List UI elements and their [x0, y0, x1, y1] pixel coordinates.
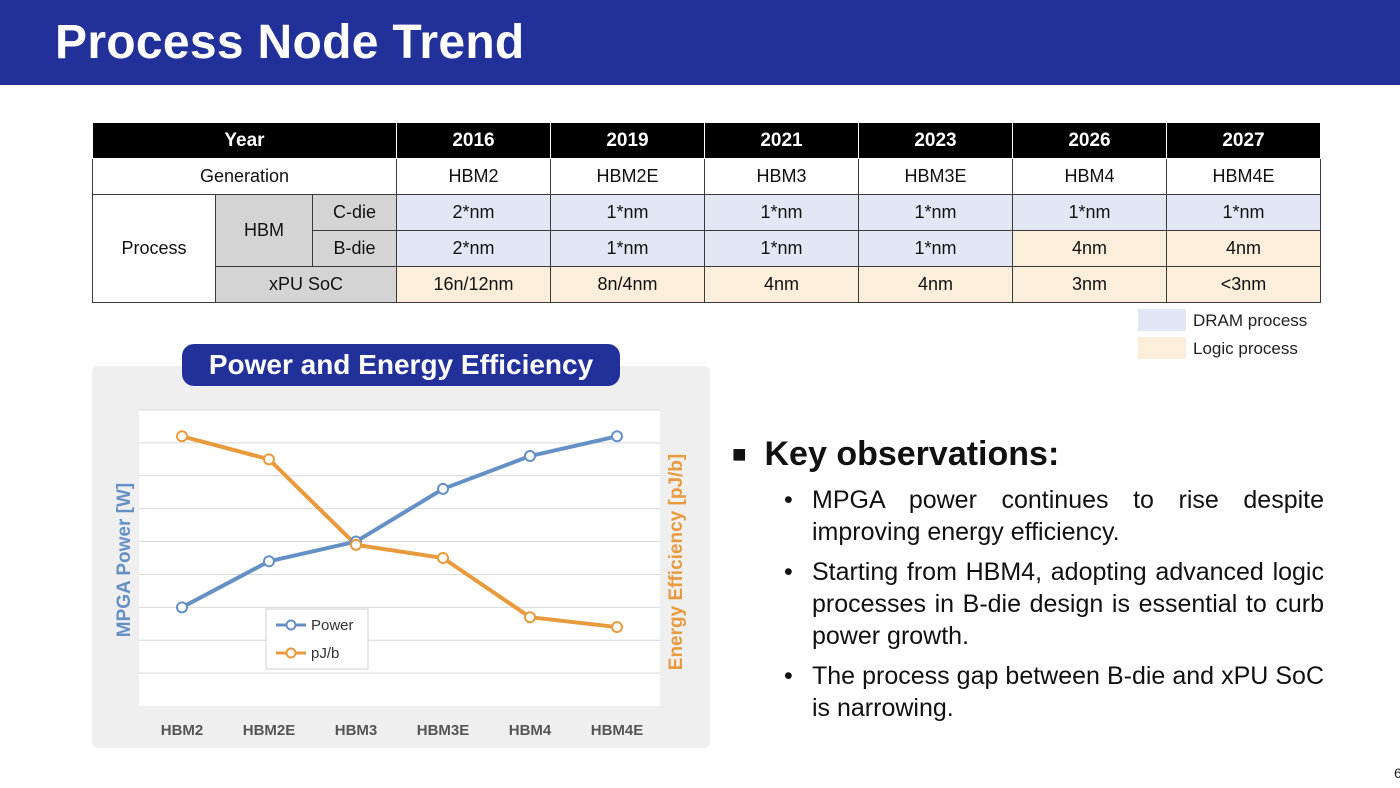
chart-title: Power and Energy Efficiency	[182, 344, 620, 386]
observations-list: MPGA power continues to rise despite imp…	[782, 484, 1324, 732]
generation-cell: HBM2E	[550, 158, 705, 195]
logic-legend-label: Logic process	[1193, 339, 1298, 358]
observation-item: The process gap between B-die and xPU So…	[782, 660, 1324, 724]
legend-power-marker	[285, 619, 297, 631]
x-tick-label: HBM4	[509, 722, 552, 739]
year-cell: 2023	[858, 122, 1013, 159]
cdie-row: Process HBM C-die 2*nm 1*nm 1*nm 1*nm 1*…	[92, 194, 1321, 303]
series-group	[176, 430, 623, 634]
legend-power-label: Power	[311, 617, 354, 634]
year-header: Year	[92, 122, 397, 159]
power-series-line	[181, 434, 618, 610]
generation-label: Generation	[92, 158, 397, 195]
square-bullet-icon: ■	[732, 441, 747, 468]
generation-cell: HBM4E	[1166, 158, 1321, 195]
hbm-label: HBM	[215, 194, 313, 267]
bdie-cell: 4nm	[1012, 230, 1167, 267]
year-cell: 2019	[550, 122, 705, 159]
observation-item: Starting from HBM4, adopting advanced lo…	[782, 556, 1324, 652]
xpu-row: xPU SoC 16n/12nm 8n/4nm 4nm 4nm 3nm <3nm	[93, 266, 1321, 303]
power-data-point	[611, 430, 623, 443]
generation-cell: HBM3E	[858, 158, 1013, 195]
year-row: Year 2016 2019 2021 2023 2026 2027	[92, 122, 1321, 159]
generation-row: Generation HBM2 HBM2E HBM3 HBM3E HBM4 HB…	[92, 158, 1321, 195]
bdie-cell: 2*nm	[396, 230, 551, 267]
xpu-label: xPU SoC	[215, 266, 397, 303]
x-tick-label: HBM4E	[591, 722, 644, 739]
y-axis-label: MPGA Power [W]	[114, 483, 135, 637]
power-data-point	[437, 482, 449, 495]
xpu-cell: 4nm	[858, 266, 1013, 303]
x-tick-label: HBM3E	[417, 722, 470, 739]
cdie-cell: 1*nm	[1012, 194, 1167, 231]
bdie-cell: 1*nm	[550, 230, 705, 267]
cdie-cell: 1*nm	[1166, 194, 1321, 231]
xpu-cell: 3nm	[1012, 266, 1167, 303]
xpu-cell: 4nm	[704, 266, 859, 303]
key-heading-text: Key observations:	[764, 435, 1060, 473]
process-label: Process	[92, 194, 216, 303]
title-bar: Process Node Trend	[0, 0, 1400, 85]
bdie-label: B-die	[312, 230, 397, 267]
cdie-cell: 1*nm	[858, 194, 1013, 231]
xpu-cell: <3nm	[1166, 266, 1321, 303]
chart-legend: Power pJ/b	[265, 608, 369, 670]
legend-pjb-marker	[285, 647, 297, 659]
xpu-cell: 16n/12nm	[396, 266, 551, 303]
y2-axis-label: Energy Efficiency [pJ/b]	[666, 454, 687, 670]
pjb-data-point	[176, 430, 188, 443]
process-table: Year 2016 2019 2021 2023 2026 2027 Gener…	[92, 122, 1321, 303]
gridlines	[139, 409, 660, 674]
xpu-cell: 8n/4nm	[550, 266, 705, 303]
pjb-data-point	[611, 621, 623, 634]
plot-area	[139, 410, 660, 706]
cdie-label: C-die	[312, 194, 397, 231]
generation-cell: HBM4	[1012, 158, 1167, 195]
page-number: 6	[1394, 765, 1400, 781]
observation-item: MPGA power continues to rise despite imp…	[782, 484, 1324, 548]
year-cell: 2026	[1012, 122, 1167, 159]
legend-frame	[265, 608, 369, 670]
power-data-point	[524, 450, 536, 463]
x-tick-labels: HBM2 HBM2E HBM3 HBM3E HBM4 HBM4E	[161, 722, 644, 739]
cdie-cell: 1*nm	[704, 194, 859, 231]
pjb-data-point	[263, 453, 275, 466]
dram-legend-swatch	[1138, 309, 1186, 331]
logic-legend-swatch	[1138, 337, 1186, 359]
year-cell: 2016	[396, 122, 551, 159]
year-cell: 2027	[1166, 122, 1321, 159]
bdie-cell: 1*nm	[704, 230, 859, 267]
page-title: Process Node Trend	[55, 16, 525, 69]
legend-pjb-label: pJ/b	[311, 645, 339, 662]
year-cell: 2021	[704, 122, 859, 159]
key-observations-heading: ■ Key observations:	[732, 435, 1059, 474]
pjb-series-line	[181, 434, 618, 630]
bdie-cell: 1*nm	[858, 230, 1013, 267]
x-tick-label: HBM3	[335, 722, 378, 739]
power-data-point	[176, 601, 188, 614]
pjb-data-point	[350, 538, 362, 551]
dram-legend-label: DRAM process	[1193, 311, 1308, 330]
x-tick-label: HBM2E	[243, 722, 296, 739]
pjb-data-point	[524, 611, 536, 624]
generation-cell: HBM2	[396, 158, 551, 195]
x-tick-label: HBM2	[161, 722, 204, 739]
pjb-data-point	[437, 552, 449, 564]
bdie-row: B-die 2*nm 1*nm 1*nm 1*nm 4nm 4nm	[93, 230, 1321, 267]
power-data-point	[263, 555, 275, 568]
